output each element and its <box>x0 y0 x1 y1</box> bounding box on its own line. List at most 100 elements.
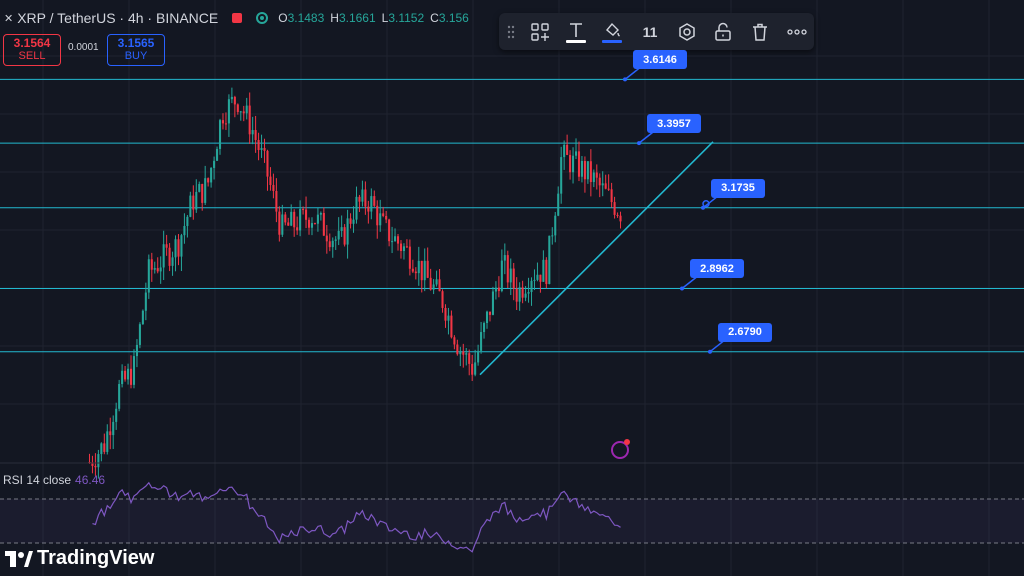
candle-body <box>278 211 281 235</box>
candle-body <box>462 351 465 355</box>
candle-body <box>616 214 619 216</box>
lock-button[interactable] <box>710 13 736 50</box>
level-tag[interactable]: 2.8962 <box>690 259 744 279</box>
fill-color-button[interactable] <box>599 13 625 50</box>
more-button[interactable] <box>784 13 810 50</box>
candle-body <box>216 148 219 161</box>
candle-body <box>560 157 563 194</box>
tradingview-logo-icon <box>5 550 33 567</box>
rsi-legend[interactable]: RSI 14 close 46.46 <box>3 473 105 487</box>
candle-body <box>293 211 296 228</box>
candle-body <box>272 184 275 191</box>
text-color-button[interactable] <box>563 13 589 50</box>
candle-body <box>230 96 233 100</box>
candle-body <box>361 189 364 202</box>
level-tag[interactable]: 3.3957 <box>647 114 701 134</box>
drag-handle-icon <box>507 25 515 38</box>
candle-body <box>572 155 575 173</box>
drawing-toolbar: 11 <box>499 13 814 50</box>
candle-body <box>305 209 308 220</box>
market-closed-icon <box>232 13 243 23</box>
candle-body <box>459 351 462 355</box>
candle-body <box>141 310 144 325</box>
templates-button[interactable] <box>527 13 553 50</box>
candle-body <box>287 222 290 226</box>
rsi-value: 46.46 <box>75 473 106 487</box>
candle-body <box>364 189 367 207</box>
candle-body <box>598 177 601 186</box>
candle-body <box>269 176 272 185</box>
settings-icon <box>679 22 695 41</box>
candle-body <box>456 344 459 355</box>
candle-body <box>589 161 592 183</box>
candle-body <box>503 255 506 261</box>
text-icon <box>570 22 582 37</box>
candle-body <box>260 147 263 151</box>
rsi-pane <box>0 462 1024 553</box>
candle-body <box>536 274 539 280</box>
candle-body <box>545 259 548 285</box>
candle-body <box>284 214 287 223</box>
level-tag[interactable]: 3.6146 <box>633 50 687 70</box>
candle-body <box>132 356 136 385</box>
candle-body <box>233 96 236 105</box>
candle-body <box>583 160 586 180</box>
candle-body <box>263 147 266 151</box>
candle-body <box>394 236 397 242</box>
candle-body <box>402 246 405 251</box>
rsi-band-fill <box>0 499 1024 543</box>
candle-body <box>533 279 536 281</box>
candle-body <box>138 324 141 345</box>
rsi-title: RSI 14 close <box>3 473 72 487</box>
candle-body <box>236 104 239 112</box>
candle-body <box>566 144 569 155</box>
candle-body <box>147 259 150 293</box>
tag-connector <box>638 131 654 144</box>
candle-body <box>521 287 524 298</box>
delete-button[interactable] <box>747 13 773 50</box>
candle-body <box>530 280 533 293</box>
candle-body <box>94 465 97 468</box>
level-tag[interactable]: 3.1735 <box>711 178 765 198</box>
candle-body <box>322 212 325 236</box>
symbol-title[interactable]: XRP / TetherUS · 4h · BINANCE <box>17 10 219 26</box>
candle-body <box>349 218 352 224</box>
alert-icon[interactable] <box>611 439 630 459</box>
candle-body <box>373 196 376 206</box>
candle-body <box>444 307 447 321</box>
settings-button[interactable] <box>674 13 700 50</box>
level-tag[interactable]: 2.6790 <box>718 322 772 342</box>
tradingview-logo[interactable]: TradingView <box>5 547 154 570</box>
candle-body <box>569 154 572 173</box>
candle-body <box>159 267 162 272</box>
templates-icon <box>531 22 549 41</box>
tag-connector <box>709 340 725 353</box>
candle-body <box>198 184 201 192</box>
candle-body <box>254 130 257 140</box>
candle-body <box>391 241 394 243</box>
candle-body <box>153 268 156 270</box>
fill-color-swatch <box>602 39 622 43</box>
fill-color-icon <box>606 22 620 37</box>
candle-body <box>548 235 551 285</box>
drag-handle[interactable] <box>503 13 519 50</box>
line-width-button[interactable]: 11 <box>642 23 658 40</box>
candle-body <box>358 196 361 202</box>
candle-body <box>302 209 305 211</box>
candle-body <box>574 151 578 156</box>
sell-button[interactable]: 3.1564 SELL <box>3 34 61 66</box>
tag-anchor <box>623 77 627 82</box>
candle-body <box>257 139 260 151</box>
candle-body <box>355 196 358 220</box>
candle-body <box>417 260 420 274</box>
buy-button[interactable]: 3.1565 BUY <box>107 34 165 66</box>
symbol-header[interactable]: ✕ XRP / TetherUS · 4h · BINANCE O3.1483 … <box>4 8 469 28</box>
candle-body <box>340 227 343 231</box>
candle-body <box>485 311 489 324</box>
candle-body <box>385 215 388 220</box>
lock-icon <box>715 22 731 41</box>
candle-body <box>281 214 284 235</box>
candle-body <box>405 246 408 248</box>
candle-body <box>352 219 355 224</box>
